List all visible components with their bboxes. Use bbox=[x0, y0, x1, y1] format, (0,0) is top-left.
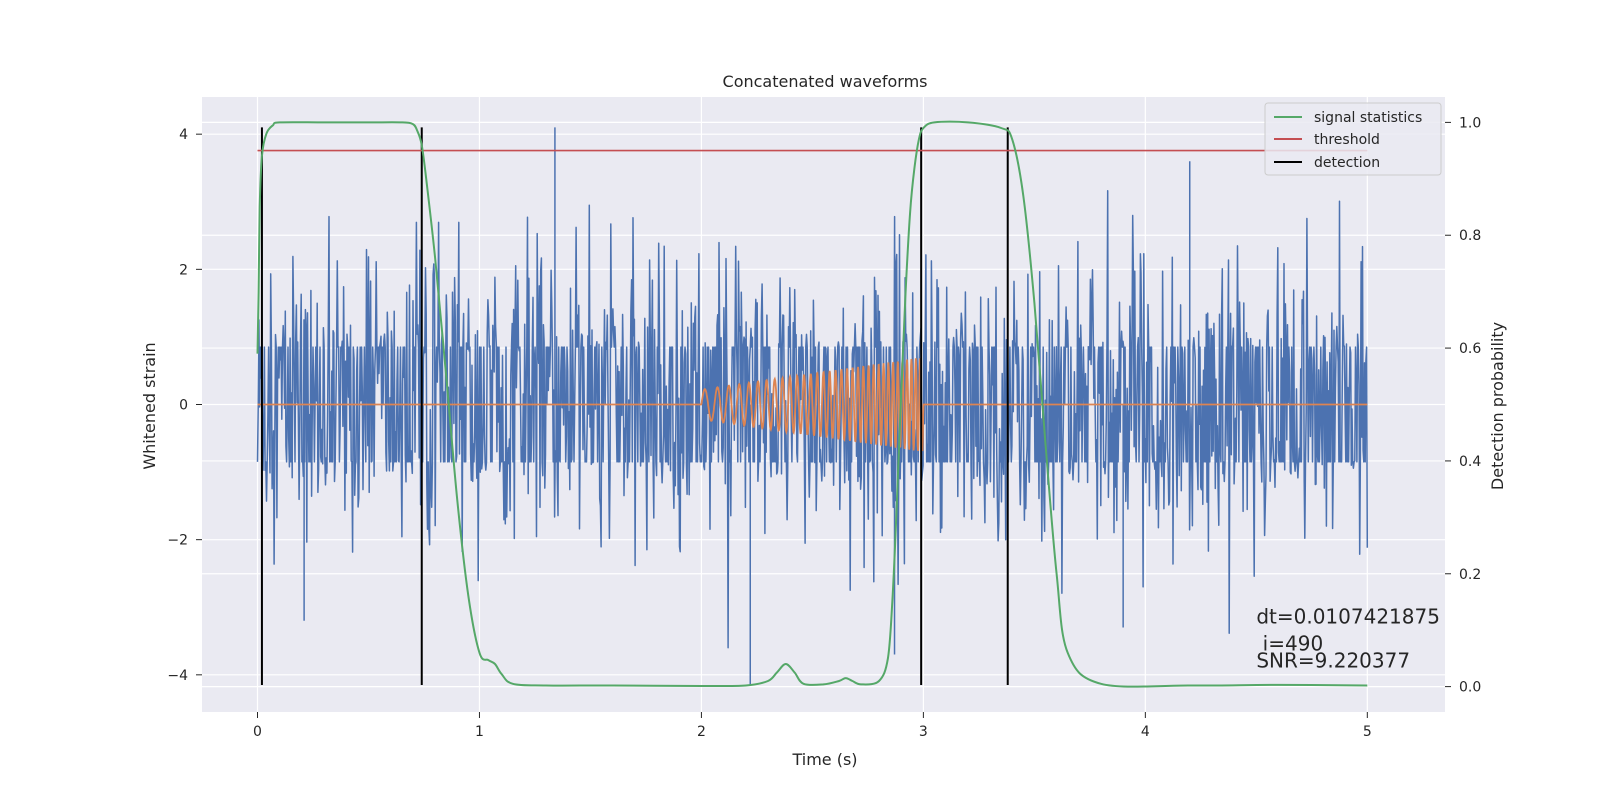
template-series bbox=[257, 358, 1368, 452]
y2-tick-label-1: 0.2 bbox=[1459, 567, 1481, 583]
chart-title: Concatenated waveforms bbox=[723, 72, 928, 91]
y2-tick-label-5: 1.0 bbox=[1459, 115, 1481, 131]
signal-statistics-line bbox=[256, 120, 1368, 688]
x-axis-ticks: 0 1 2 3 4 5 bbox=[253, 712, 1372, 740]
legend-label-signal-statistics: signal statistics bbox=[1314, 110, 1422, 126]
annotation-index: i=490 bbox=[1256, 632, 1323, 656]
x-tick-label-5: 5 bbox=[1363, 724, 1372, 740]
y-axis-label: Whitened strain bbox=[140, 342, 159, 469]
annotations: dt=0.0107421875 i=490 SNR=9.220377 bbox=[1256, 604, 1440, 672]
legend: signal statistics threshold detection bbox=[1264, 102, 1442, 176]
y-tick-label-3: 2 bbox=[179, 262, 188, 278]
legend-box bbox=[1264, 102, 1442, 176]
legend-label-threshold: threshold bbox=[1314, 132, 1380, 148]
x-tick-label-4: 4 bbox=[1141, 724, 1150, 740]
plot-area bbox=[202, 97, 1445, 712]
y-tick-label-4: 4 bbox=[179, 127, 188, 143]
annotation-dt: dt=0.0107421875 bbox=[1256, 604, 1440, 628]
detection-lines bbox=[260, 127, 1009, 685]
y-tick-label-0: −4 bbox=[167, 668, 188, 684]
legend-label-detection: detection bbox=[1314, 155, 1380, 171]
x-tick-label-1: 1 bbox=[475, 724, 484, 740]
signal-statistics-series bbox=[256, 120, 1368, 688]
y-axis-ticks: −4 −2 0 2 4 bbox=[167, 127, 202, 684]
y2-tick-label-2: 0.4 bbox=[1459, 454, 1481, 470]
y2-tick-label-3: 0.6 bbox=[1459, 341, 1481, 357]
y-tick-label-1: −2 bbox=[167, 533, 188, 549]
annotation-snr: SNR=9.220377 bbox=[1256, 648, 1410, 672]
x-tick-label-2: 2 bbox=[697, 724, 706, 740]
y2-tick-label-0: 0.0 bbox=[1459, 680, 1481, 696]
template-line bbox=[257, 358, 1368, 452]
y-tick-label-2: 0 bbox=[179, 398, 188, 414]
y2-axis-label: Detection probability bbox=[1488, 322, 1507, 490]
x-tick-label-0: 0 bbox=[253, 724, 262, 740]
y2-tick-label-4: 0.8 bbox=[1459, 228, 1481, 244]
y2-axis-ticks: 0.0 0.2 0.4 0.6 0.8 1.0 bbox=[1445, 115, 1481, 696]
x-axis-label: Time (s) bbox=[791, 750, 857, 769]
x-tick-label-3: 3 bbox=[919, 724, 928, 740]
